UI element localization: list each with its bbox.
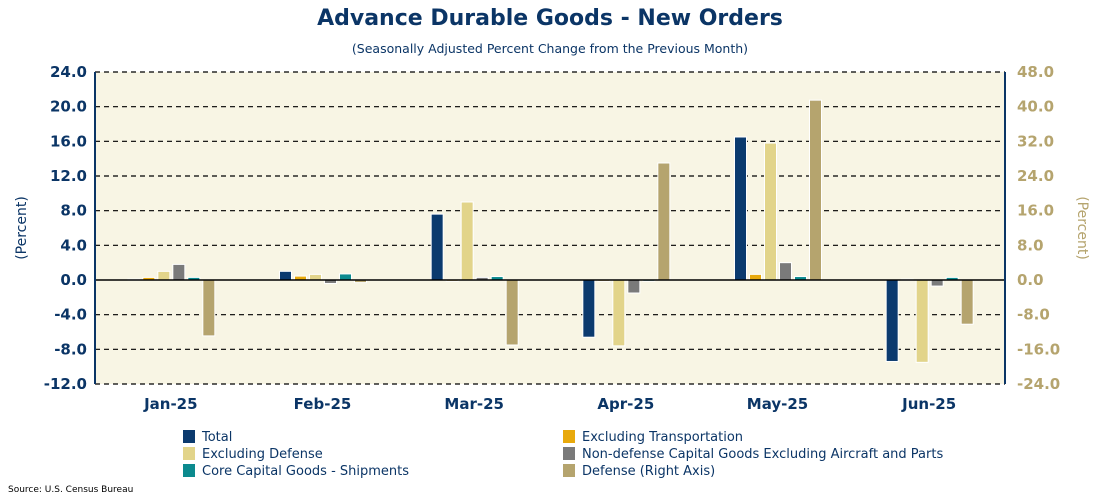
y-tick-label: 16.0 [50, 132, 87, 150]
x-tick-label: Jan-25 [143, 395, 197, 413]
bar-defense-right-axis- [202, 279, 216, 337]
y-tick-label: 4.0 [60, 236, 87, 254]
y2-tick-label: 0.0 [1017, 271, 1044, 289]
chart-title: Advance Durable Goods - New Orders [317, 6, 783, 31]
y-axis-label: (Percent) [14, 196, 30, 260]
legend-label: Core Capital Goods - Shipments [202, 464, 410, 479]
legend-swatch [563, 464, 575, 477]
bar-excluding-defense [309, 273, 322, 281]
y-tick-label: 8.0 [60, 202, 87, 220]
legend-swatch [563, 447, 575, 460]
y2-tick-label: -24.0 [1017, 375, 1060, 393]
legend-swatch [183, 447, 195, 460]
y-tick-label: 12.0 [50, 167, 87, 185]
legend-label: Excluding Defense [202, 447, 323, 462]
bar-excluding-defense [764, 142, 777, 281]
y2-tick-label: 24.0 [1017, 167, 1054, 185]
legend-item: Core Capital Goods - Shipments [183, 463, 409, 480]
bar-total [734, 136, 747, 281]
bar-total [582, 279, 596, 338]
bar-defense-right-axis- [960, 279, 974, 325]
y-tick-label: -12.0 [44, 375, 87, 393]
plot-background [95, 72, 1005, 384]
y2-tick-label: 8.0 [1017, 236, 1044, 254]
legend-swatch [183, 430, 195, 443]
y-tick-label: 20.0 [50, 98, 87, 116]
bar-excluding-defense [612, 279, 626, 347]
x-tick-label: Mar-25 [444, 395, 504, 413]
legend-item: Defense (Right Axis) [563, 463, 715, 480]
y-tick-label: -8.0 [54, 340, 87, 358]
legend-label: Excluding Transportation [582, 430, 744, 445]
legend-item: Non-defense Capital Goods Excluding Airc… [563, 446, 943, 463]
source-note: Source: U.S. Census Bureau [8, 485, 134, 495]
legend-label: Total [202, 430, 233, 445]
legend-swatch [183, 464, 195, 477]
y-tick-label: -4.0 [54, 306, 87, 324]
y2-tick-label: -8.0 [1017, 306, 1050, 324]
y2-tick-label: 32.0 [1017, 132, 1054, 150]
legend-swatch [563, 430, 575, 443]
legend-item: Total [183, 429, 232, 446]
y2-tick-label: 48.0 [1017, 63, 1054, 81]
chart-subtitle: (Seasonally Adjusted Percent Change from… [351, 41, 749, 56]
x-tick-label: Feb-25 [294, 395, 352, 413]
x-tick-label: Jun-25 [901, 395, 956, 413]
bar-total [885, 279, 899, 362]
legend-item: Excluding Transportation [563, 429, 743, 446]
bar-non-defense-capital-goods-excluding-aircraft-and-parts [627, 279, 641, 294]
bar-non-defense-capital-goods-excluding-aircraft-and-parts [930, 279, 944, 287]
x-tick-label: May-25 [747, 395, 808, 413]
x-tick-label: Apr-25 [597, 395, 654, 413]
y2-axis-label: (Percent) [1074, 196, 1090, 260]
legend-label: Defense (Right Axis) [582, 464, 716, 479]
legend-label: Non-defense Capital Goods Excluding Airc… [582, 447, 944, 462]
bar-total [430, 213, 444, 281]
bar-core-capital-goods-shipments [339, 273, 352, 281]
bar-defense-right-axis- [505, 279, 519, 346]
y-tick-label: 0.0 [60, 271, 87, 289]
bar-defense-right-axis- [657, 162, 671, 281]
bar-non-defense-capital-goods-excluding-aircraft-and-parts [779, 262, 792, 281]
bar-total [279, 270, 292, 281]
y-tick-label: 24.0 [50, 63, 87, 81]
bar-excluding-defense [157, 270, 171, 281]
bar-excluding-defense [915, 279, 929, 363]
bar-excluding-defense [460, 201, 474, 281]
bar-non-defense-capital-goods-excluding-aircraft-and-parts [172, 263, 186, 281]
y2-tick-label: -16.0 [1017, 340, 1060, 358]
legend-item: Excluding Defense [183, 446, 323, 463]
bar-excluding-transportation [749, 273, 762, 281]
y2-tick-label: 40.0 [1017, 98, 1054, 116]
y2-tick-label: 16.0 [1017, 202, 1054, 220]
bar-defense-right-axis- [809, 99, 822, 281]
